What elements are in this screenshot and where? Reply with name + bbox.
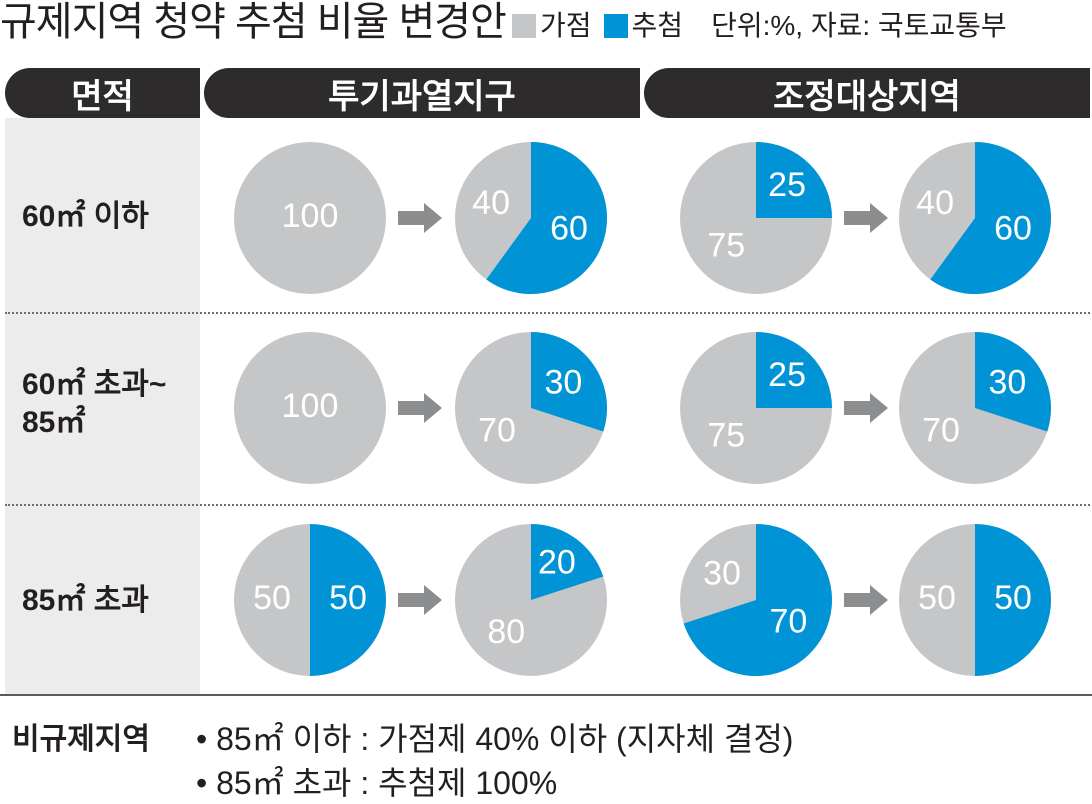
- pie-slice-chucheom: [975, 524, 1051, 676]
- unit-source-note: 단위:%, 자료: 국토교통부: [711, 10, 1007, 41]
- legend-item-chucheom: 추첨: [603, 10, 684, 42]
- pie-6: 30 70: [455, 332, 608, 484]
- arrow-icon: [844, 203, 888, 233]
- pie-12: 50 50: [899, 524, 1051, 676]
- table-bottom-line: [0, 694, 1092, 696]
- note-line-2: • 85㎡ 초과 : 추첨제 100%: [196, 765, 558, 801]
- pie-2: 60 40: [455, 142, 607, 294]
- legend-item-gajeom: 가점: [512, 10, 592, 42]
- pie-label-chucheom: 25: [768, 356, 806, 394]
- pie-label-chucheom: 50: [994, 579, 1032, 617]
- pie-slice-chucheom: [756, 142, 832, 218]
- pie-slice-chucheom: [975, 332, 1052, 432]
- pie-11: 70 30: [680, 524, 832, 677]
- legend-label-gajeom: 가점: [540, 10, 592, 41]
- pie-label-gajeom: 100: [282, 387, 339, 425]
- row-label-2: 60㎡ 초과~ 85㎡: [22, 368, 167, 439]
- pie-label-chucheom: 20: [538, 543, 576, 581]
- pie-label-chucheom: 60: [994, 209, 1032, 247]
- pie-4: 60 40: [899, 142, 1051, 294]
- legend-swatch-gajeom: [512, 14, 536, 38]
- notes-label: 비규제지역: [12, 723, 150, 756]
- legend: 가점 추첨 단위:%, 자료: 국토교통부: [512, 10, 1007, 42]
- pie-label-gajeom: 50: [918, 579, 956, 617]
- arrow-icon: [398, 585, 442, 615]
- pie-slice-chucheom: [756, 332, 832, 408]
- header-zone1: 투기과열지구: [204, 68, 640, 118]
- arrow-icon: [398, 393, 442, 423]
- pie-slice-gajeom: [234, 142, 386, 294]
- pie-slice-chucheom: [531, 332, 608, 432]
- pie-label-gajeom: 40: [472, 184, 510, 222]
- row-separator-2: [5, 504, 1090, 506]
- pie-slice-chucheom: [683, 524, 832, 677]
- pie-9: 50 50: [234, 524, 386, 676]
- header-area: 면적: [5, 68, 200, 118]
- pie-label-chucheom: 50: [329, 579, 367, 617]
- arrow-icon: [844, 585, 888, 615]
- pie-8: 30 70: [899, 332, 1052, 484]
- legend-label-chucheom: 추첨: [631, 10, 684, 41]
- row-separator-1: [5, 312, 1090, 314]
- chart-title: 규제지역 청약 추첨 비율 변경안: [0, 0, 507, 44]
- pie-label-gajeom: 40: [916, 184, 954, 222]
- pie-label-chucheom: 60: [550, 209, 588, 247]
- header-zone2: 조정대상지역: [644, 68, 1090, 118]
- pie-slice-gajeom: [234, 332, 386, 484]
- pie-slice-chucheom: [930, 142, 1051, 294]
- pie-slice-chucheom: [531, 524, 604, 600]
- pie-5: 100: [234, 332, 386, 484]
- pie-label-chucheom: 30: [988, 363, 1026, 401]
- pie-label-gajeom: 75: [707, 417, 745, 455]
- legend-swatch-chucheom: [603, 14, 628, 38]
- pie-7: 25 75: [680, 332, 832, 484]
- pie-label-gajeom: 70: [478, 412, 516, 450]
- note-line-1: • 85㎡ 이하 : 가점제 40% 이하 (지자체 결정): [196, 721, 794, 757]
- pie-label-gajeom: 80: [487, 613, 525, 651]
- row-label-1: 60㎡ 이하: [22, 200, 149, 233]
- pie-slice-chucheom: [486, 142, 607, 294]
- pie-label-chucheom: 70: [769, 602, 807, 640]
- pie-label-chucheom: 30: [544, 363, 582, 401]
- arrow-icon: [844, 393, 888, 423]
- pie-label-gajeom: 70: [922, 412, 960, 450]
- pie-label-gajeom: 100: [282, 197, 339, 235]
- pie-label-chucheom: 25: [768, 166, 806, 204]
- row-label-3: 85㎡ 초과: [22, 584, 149, 617]
- pie-3: 25 75: [680, 142, 832, 294]
- pie-slice-chucheom: [310, 524, 386, 676]
- row-label-column: [5, 118, 200, 694]
- pie-1: 100: [234, 142, 386, 294]
- pie-label-gajeom: 30: [703, 554, 741, 592]
- arrow-icon: [398, 203, 442, 233]
- pie-label-gajeom: 75: [707, 227, 745, 265]
- pie-label-gajeom: 50: [253, 579, 291, 617]
